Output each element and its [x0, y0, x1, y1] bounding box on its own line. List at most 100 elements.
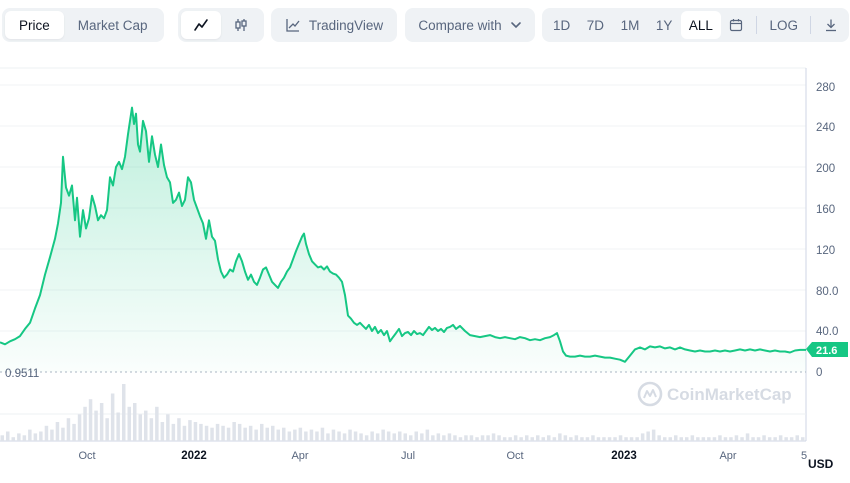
volume-bar	[6, 431, 10, 441]
volume-bar	[431, 435, 435, 441]
range-1d[interactable]: 1D	[553, 17, 571, 33]
range-7d[interactable]: 7D	[586, 17, 605, 33]
volume-bar	[409, 435, 413, 441]
volume-bar	[574, 435, 579, 441]
volume-bar	[293, 429, 297, 441]
volume-bar	[375, 433, 380, 441]
volume-bar	[83, 406, 87, 441]
volume-bar	[690, 435, 695, 441]
volume-bar	[166, 414, 170, 441]
volume-bar	[276, 429, 280, 441]
currency-label: USD	[808, 457, 834, 471]
volume-bar	[696, 437, 700, 441]
volume-bar	[618, 435, 623, 441]
x-tick-label: Jul	[401, 450, 415, 462]
volume-bar	[254, 429, 258, 441]
download-button[interactable]	[816, 11, 846, 39]
volume-bar	[265, 427, 269, 441]
volume-bar	[640, 433, 645, 441]
range-1m[interactable]: 1M	[620, 17, 640, 33]
volume-bar	[237, 423, 242, 441]
tab-market-cap[interactable]: Market Cap	[77, 17, 148, 33]
volume-bar	[701, 437, 706, 441]
volume-bar	[607, 437, 612, 441]
volume-bar	[480, 435, 485, 441]
volume-bar	[171, 423, 176, 441]
tradingview-button[interactable]: TradingView	[271, 8, 397, 42]
range-1y[interactable]: 1Y	[655, 17, 673, 33]
volume-bar	[646, 431, 650, 441]
compare-with-dropdown[interactable]: Compare with	[405, 8, 535, 42]
range-all[interactable]: ALL	[680, 11, 721, 39]
volume-bar	[707, 437, 711, 441]
volume-bar	[453, 435, 457, 441]
tradingview-icon	[286, 19, 300, 32]
volume-bar	[88, 399, 93, 441]
volume-bar	[525, 435, 529, 441]
volume-bar	[215, 423, 220, 441]
coinmarketcap-watermark: CoinMarketCap	[637, 381, 792, 407]
volume-bar	[353, 431, 358, 441]
volume-bar	[248, 425, 253, 441]
volume-bar	[0, 435, 4, 441]
volume-bar	[497, 435, 501, 441]
volume-bar	[663, 437, 667, 441]
volume-bar	[491, 433, 496, 441]
volume-bar	[447, 433, 452, 441]
volume-bar	[61, 427, 65, 441]
line-chart-button[interactable]	[181, 11, 221, 39]
volume-bar	[795, 435, 799, 441]
volume-bar	[536, 435, 540, 441]
volume-bar	[94, 410, 98, 441]
volume-bar	[155, 406, 159, 441]
current-price-badge	[806, 342, 848, 357]
volume-bar	[204, 425, 209, 441]
log-scale-toggle[interactable]: LOG	[769, 17, 798, 33]
volume-bar	[420, 433, 424, 441]
current-price-tag: 21.6	[806, 342, 848, 357]
candlestick-icon	[235, 19, 247, 31]
y-tick-label: 280	[816, 82, 835, 94]
volume-bar	[425, 429, 430, 441]
volume-bar	[386, 431, 391, 441]
tab-price[interactable]: Price	[5, 11, 64, 39]
volume-bar	[508, 437, 512, 441]
volume-bar	[260, 423, 264, 441]
volume-bar	[17, 433, 21, 441]
price-line	[0, 106, 806, 363]
chart-toolbar: Price Market Cap TradingView Compare wit…	[0, 8, 850, 44]
volume-bar	[326, 433, 330, 441]
volume-bar	[398, 431, 402, 441]
chart-style-group	[178, 8, 264, 42]
volume-bar	[55, 422, 60, 441]
volume-bar	[789, 437, 794, 441]
volume-bar	[298, 427, 303, 441]
volume-bar	[28, 429, 32, 441]
volume-bar	[513, 435, 518, 441]
y-tick-label: 120	[816, 245, 835, 257]
volume-bar	[486, 435, 490, 441]
volume-bar	[182, 425, 187, 441]
y-tick-label: 240	[816, 122, 835, 134]
range-divider	[755, 16, 757, 34]
volume-bar	[359, 433, 363, 441]
volume-bar	[563, 435, 568, 441]
volume-bar	[651, 429, 656, 441]
x-tick-label: 2023	[611, 450, 637, 462]
volume-bar	[580, 437, 584, 441]
price-chart: 280 240 200 160 120 80.0 40.0 0 0.9511 2…	[0, 67, 848, 471]
coinmarketcap-logo-icon	[637, 381, 663, 407]
volume-bar	[133, 403, 137, 441]
candlestick-chart-button[interactable]	[221, 11, 261, 39]
date-range-button[interactable]	[721, 11, 751, 39]
volume-bar	[547, 435, 551, 441]
volume-bar	[745, 433, 750, 441]
volume-bar	[773, 437, 777, 441]
volume-bar	[320, 427, 325, 441]
volume-bar	[110, 393, 115, 441]
volume-bar	[210, 427, 214, 441]
volume-bar	[50, 429, 54, 441]
volume-bar	[221, 425, 225, 441]
volume-bar	[635, 437, 639, 441]
volume-bar	[403, 433, 407, 441]
